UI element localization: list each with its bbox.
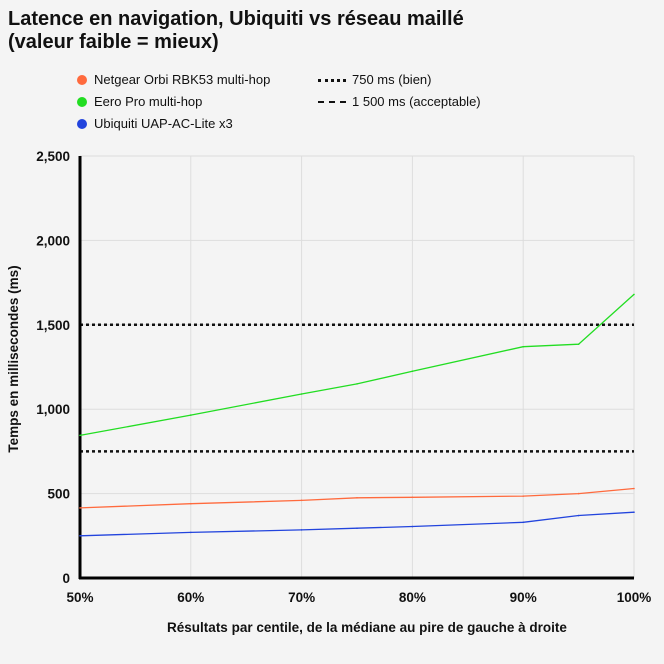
chart-title: Latence en navigation, Ubiquiti vs résea… xyxy=(8,8,464,53)
legend-label-1500: 1 500 ms (acceptable) xyxy=(352,94,481,109)
data-point-netgear xyxy=(79,507,81,509)
data-point-eero xyxy=(356,383,358,385)
x-tick-label: 50% xyxy=(66,590,93,605)
data-point-netgear xyxy=(300,499,303,502)
legend-label-eero: Eero Pro multi-hop xyxy=(94,94,203,109)
data-point-netgear xyxy=(356,497,358,499)
data-point-ubiquiti xyxy=(356,527,358,530)
legend-label-ubiquiti: Ubiquiti UAP-AC-Lite x3 xyxy=(94,116,233,131)
legend-swatch-netgear xyxy=(77,75,87,85)
data-point-eero xyxy=(190,414,192,416)
legend-label-netgear: Netgear Orbi RBK53 multi-hop xyxy=(94,72,271,87)
x-tick-label: 100% xyxy=(617,590,652,605)
legend-swatch-eero xyxy=(77,97,87,107)
y-tick-label: 2,000 xyxy=(36,233,70,248)
legend-swatch-1500 xyxy=(318,101,346,103)
x-tick-label: 90% xyxy=(510,590,537,605)
y-axis-label: Temps en millisecondes (ms) xyxy=(6,265,21,452)
x-tick-label: 60% xyxy=(177,590,204,605)
y-tick-label: 0 xyxy=(62,571,70,586)
data-point-ubiquiti xyxy=(79,535,81,537)
legend-label-750: 750 ms (bien) xyxy=(352,72,432,87)
data-point-ubiquiti xyxy=(190,531,192,534)
legend-swatch-ubiquiti xyxy=(77,119,87,129)
y-tick-label: 2,500 xyxy=(36,149,70,164)
series-line-netgear xyxy=(79,487,635,509)
data-point-eero xyxy=(411,370,414,373)
data-point-netgear xyxy=(522,495,524,497)
data-point-ubiquiti xyxy=(300,529,303,531)
data-point-eero xyxy=(633,293,635,296)
legend-swatch-750 xyxy=(318,79,346,82)
y-tick-label: 1,500 xyxy=(36,318,70,333)
data-point-netgear xyxy=(411,496,414,499)
series-line-ubiquiti xyxy=(79,511,635,537)
data-point-eero xyxy=(300,393,303,395)
y-tick-label: 1,000 xyxy=(36,402,70,417)
data-point-ubiquiti xyxy=(633,511,635,513)
data-point-eero xyxy=(522,345,524,348)
data-point-netgear xyxy=(190,502,192,505)
x-tick-label: 70% xyxy=(288,590,315,605)
x-axis-label: Résultats par centile, de la médiane au … xyxy=(167,620,567,635)
data-point-ubiquiti xyxy=(577,514,580,517)
data-point-ubiquiti xyxy=(522,521,524,524)
series-line-eero xyxy=(79,293,635,437)
data-point-netgear xyxy=(577,492,580,495)
y-tick-label: 500 xyxy=(47,487,70,502)
x-tick-label: 80% xyxy=(399,590,426,605)
data-point-netgear xyxy=(633,487,635,490)
data-point-eero xyxy=(577,343,580,346)
data-point-ubiquiti xyxy=(411,525,414,528)
data-point-eero xyxy=(79,434,81,437)
